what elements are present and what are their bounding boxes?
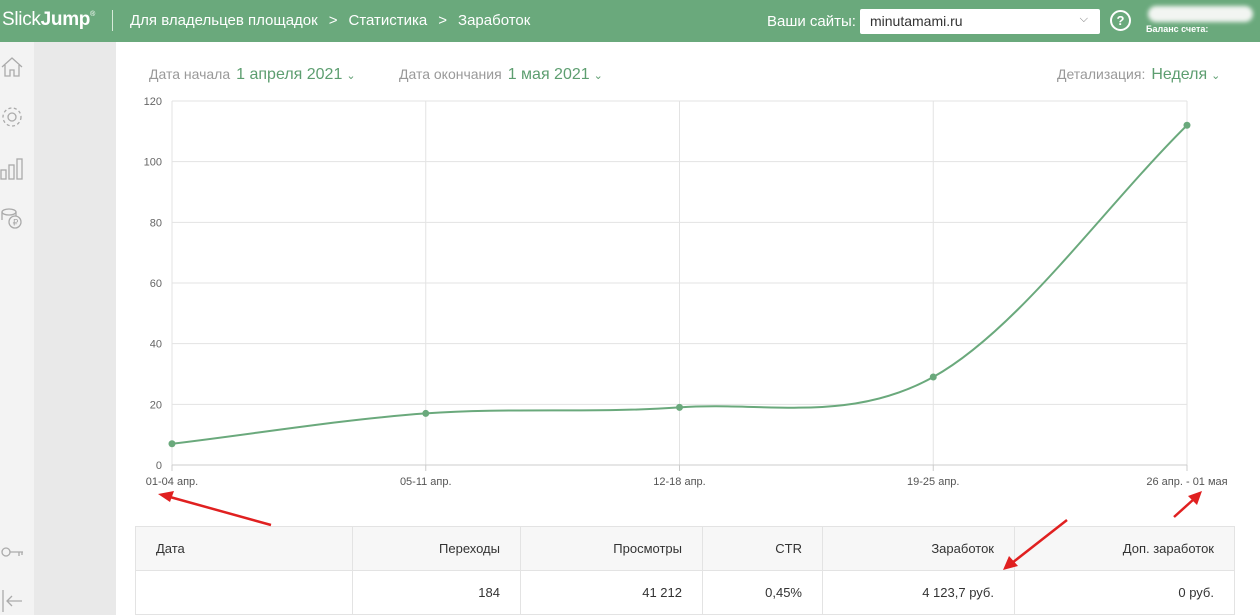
top-bar: SlickJump® Для владельцев площадок > Стати…: [0, 0, 1260, 42]
key-icon[interactable]: [0, 539, 26, 565]
cell-earnings: 4 123,7 руб.: [822, 570, 1015, 615]
cell-date: [135, 570, 353, 615]
start-date-filter[interactable]: Дата начала 1 апреля 2021 ⌄: [149, 66, 356, 84]
detail-value[interactable]: Неделя: [1151, 66, 1208, 83]
y-tick-label: 100: [144, 157, 162, 169]
account-name-redacted[interactable]: [1148, 6, 1253, 22]
gutter: [34, 42, 116, 615]
y-tick-label: 80: [150, 217, 162, 229]
svg-text:₽: ₽: [13, 219, 19, 229]
main-panel: [116, 42, 1260, 615]
x-tick-label: 12-18 апр.: [653, 476, 705, 488]
data-point: [676, 403, 683, 411]
column-header-views[interactable]: Просмотры: [520, 526, 703, 571]
sidebar: ₽: [0, 42, 34, 615]
sites-label: Ваши сайты:: [767, 13, 856, 30]
breadcrumb: Для владельцев площадок > Статистика > Зараб…: [130, 12, 530, 29]
stats-table: Дата Переходы Просмотры CTR Заработок До…: [135, 526, 1235, 615]
x-tick-label: 19-25 апр.: [907, 476, 959, 488]
site-select[interactable]: minutamami.ru ⌵: [860, 9, 1100, 34]
cell-extra-earnings: 0 руб.: [1014, 570, 1235, 615]
y-tick-label: 120: [144, 96, 162, 108]
detail-label: Детализация:: [1057, 66, 1146, 82]
balance-label: Баланс счета:: [1146, 24, 1209, 34]
earnings-line-chart: 0 20 40 60 80 100 120 01-04 апр. 05-11 апр. 12-18…: [144, 96, 1228, 488]
logo-text-light: Slick: [2, 9, 41, 30]
x-tick-label: 01-04 апр.: [146, 476, 198, 488]
logo-text-bold: Jump: [40, 9, 91, 30]
chevron-down-icon: ⌄: [1211, 70, 1221, 82]
data-point: [929, 373, 937, 381]
site-select-value: minutamami.ru: [870, 13, 963, 29]
start-date-label: Дата начала: [149, 66, 231, 82]
x-tick-label: 26 апр. - 01 мая: [1146, 476, 1227, 488]
y-tick-label: 0: [156, 460, 162, 472]
coins-icon[interactable]: ₽: [0, 206, 26, 232]
cell-views: 41 212: [520, 570, 703, 615]
y-tick-label: 60: [150, 278, 162, 290]
cell-ctr: 0,45%: [702, 570, 823, 615]
end-date-value[interactable]: 1 мая 2021: [507, 66, 590, 83]
logo-mark: ®: [90, 11, 95, 18]
detail-filter[interactable]: Детализация: Неделя ⌄: [1057, 66, 1220, 84]
slickjump-logo[interactable]: SlickJump®: [2, 9, 95, 31]
series-line: [171, 124, 1188, 445]
breadcrumb-item-owners[interactable]: Для владельцев площадок: [130, 12, 318, 29]
bar-chart-icon[interactable]: [0, 156, 26, 182]
table-header-row: Дата Переходы Просмотры CTR Заработок До…: [135, 526, 1235, 571]
divider: [112, 10, 113, 31]
y-tick-label: 40: [150, 339, 162, 351]
chevron-right-icon: >: [328, 12, 338, 29]
column-header-earnings[interactable]: Заработок: [822, 526, 1015, 571]
y-tick-label: 20: [150, 399, 162, 411]
start-date-value[interactable]: 1 апреля 2021: [236, 66, 343, 83]
data-point: [422, 409, 430, 417]
chevron-down-icon: ⌵: [1079, 13, 1088, 25]
end-date-label: Дата окончания: [399, 66, 502, 82]
column-header-extra-earnings[interactable]: Доп. заработок: [1014, 526, 1235, 571]
data-point: [168, 440, 176, 448]
home-icon[interactable]: [0, 54, 26, 80]
x-tick-label: 05-11 апр.: [400, 476, 452, 488]
help-button[interactable]: ?: [1110, 10, 1131, 31]
logout-icon[interactable]: [0, 588, 26, 614]
chevron-down-icon: ⌄: [346, 70, 356, 82]
gear-icon[interactable]: [0, 104, 26, 130]
breadcrumb-item-statistics[interactable]: Статистика: [348, 12, 428, 29]
breadcrumb-item-earnings: Заработок: [458, 12, 531, 29]
table-row: 184 41 212 0,45% 4 123,7 руб. 0 руб.: [135, 570, 1235, 615]
end-date-filter[interactable]: Дата окончания 1 мая 2021 ⌄: [399, 66, 603, 84]
chevron-down-icon: ⌄: [593, 70, 603, 82]
column-header-ctr[interactable]: CTR: [702, 526, 823, 571]
column-header-date[interactable]: Дата: [135, 526, 353, 571]
column-header-clicks[interactable]: Переходы: [352, 526, 521, 571]
chevron-right-icon: >: [438, 12, 448, 29]
cell-clicks: 184: [352, 570, 521, 615]
data-point: [1183, 121, 1191, 129]
